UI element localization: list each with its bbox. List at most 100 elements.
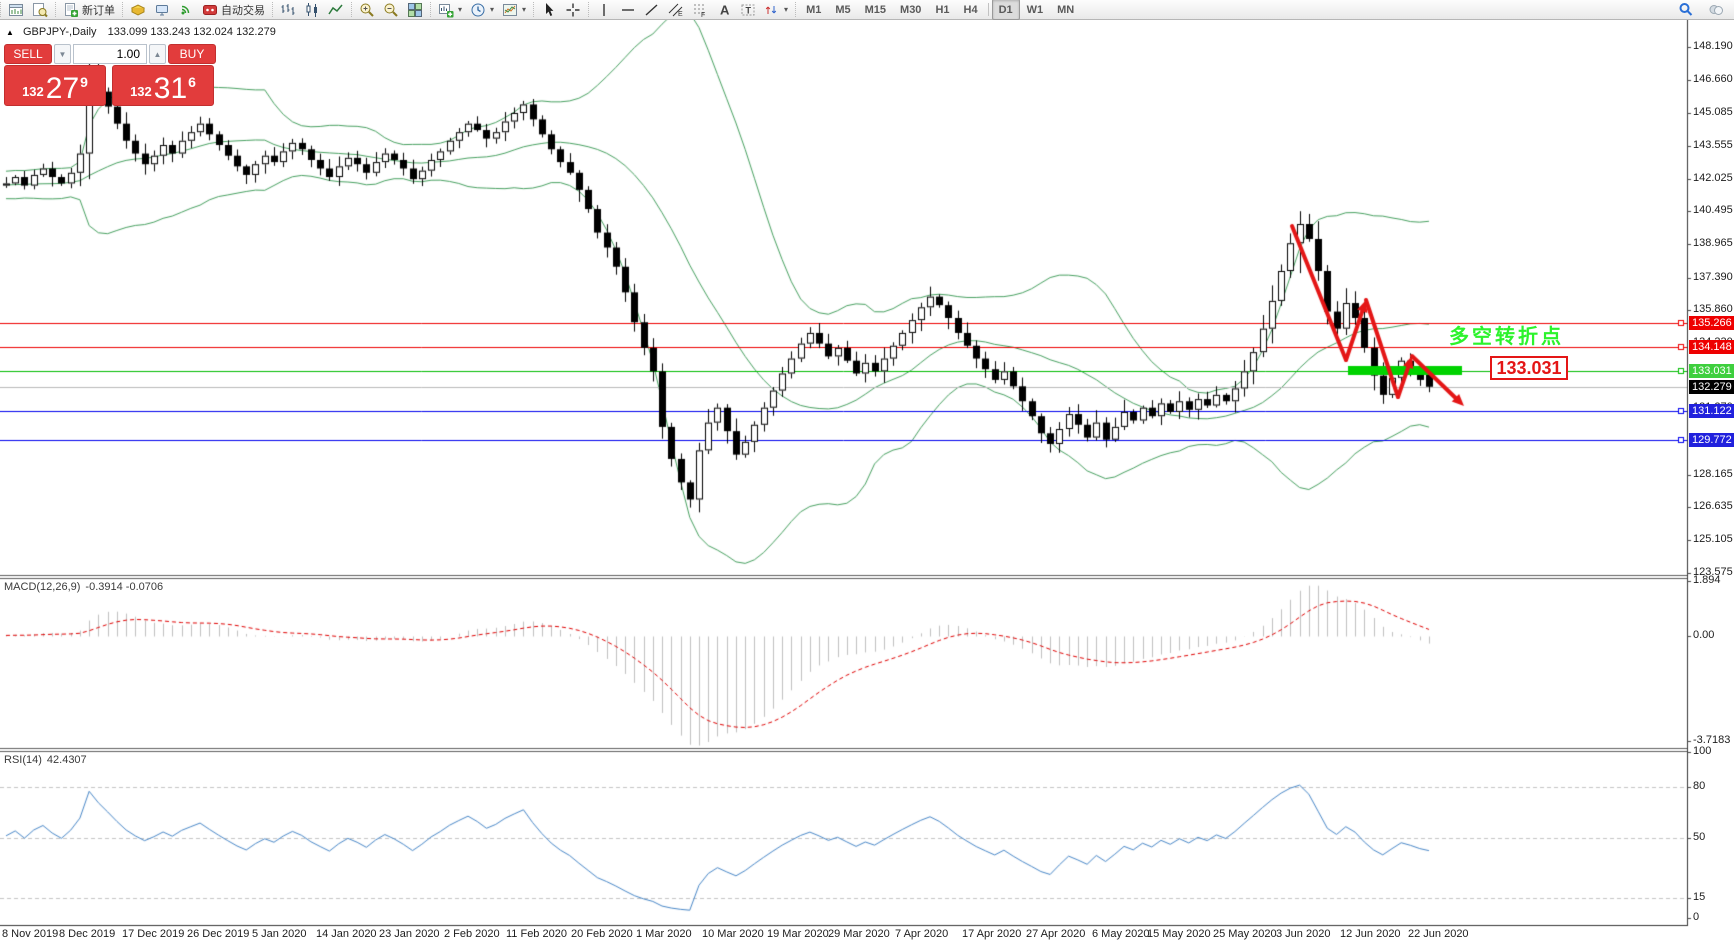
timeframe-button-m1[interactable]: M1: [806, 3, 822, 16]
date-label: 27 Apr 2020: [1026, 928, 1086, 940]
date-label: 20 Feb 2020: [571, 928, 633, 940]
date-label: 5 Jan 2020: [252, 928, 307, 940]
price-tag: 131.122: [1689, 404, 1734, 419]
svg-text:T: T: [746, 5, 752, 15]
date-label: 22 Jun 2020: [1408, 928, 1469, 940]
arrows-button[interactable]: ▾: [760, 0, 792, 19]
rsi-axis-label: 50: [1693, 831, 1706, 843]
new-chart-button[interactable]: ▾: [434, 0, 466, 19]
chart-window-icon[interactable]: [4, 0, 28, 19]
timeframe-button-h4[interactable]: H4: [963, 3, 978, 16]
buy-price-button[interactable]: 132 31 6: [112, 65, 214, 106]
price-tick-label: 146.660: [1693, 72, 1733, 85]
zoom-out-button[interactable]: [379, 0, 403, 19]
timeframe-button-h1[interactable]: H1: [935, 3, 950, 16]
chevron-down-icon: ▾: [522, 5, 527, 14]
autotrading-button[interactable]: 自动交易: [198, 0, 269, 19]
volume-input[interactable]: 1.00: [73, 44, 147, 64]
toolbar-right: [1674, 0, 1734, 19]
period-button[interactable]: ▾: [466, 0, 498, 19]
price-tick-label: 125.105: [1693, 532, 1733, 545]
crosshair-button[interactable]: [561, 0, 585, 19]
buy-price-main: 31: [153, 72, 188, 105]
hline-button[interactable]: [616, 0, 640, 19]
toolbar-group: ▾ ▾ ▾: [430, 2, 533, 17]
rsi-indicator-label: RSI(14) 42.4307: [4, 754, 87, 766]
equidistant-channel-button[interactable]: E: [664, 0, 688, 19]
macd-values: -0.3914 -0.0706: [85, 581, 164, 593]
tile-windows-button[interactable]: [403, 0, 427, 19]
toolbar-group: [351, 2, 430, 17]
vline-button[interactable]: [592, 0, 616, 19]
chevron-down-icon: ▾: [784, 5, 789, 14]
history-center-icon[interactable]: [126, 0, 150, 19]
price-tag: 135.266: [1689, 315, 1734, 330]
volume-decrease-button[interactable]: ▼: [54, 44, 71, 64]
price-tick-label: 126.635: [1693, 500, 1733, 513]
new-order-button[interactable]: 新订单: [59, 0, 119, 19]
ohlc-values: 133.099 133.243 132.024 132.279: [107, 26, 276, 38]
bar-chart-button[interactable]: [276, 0, 300, 19]
virtual-hosting-icon[interactable]: [150, 0, 174, 19]
timeframe-button-mn[interactable]: MN: [1057, 3, 1075, 16]
zoom-in-button[interactable]: [355, 0, 379, 19]
price-tick-label: 142.025: [1693, 171, 1733, 184]
date-label: 26 Dec 2019: [187, 928, 250, 940]
rsi-axis-label: 0: [1693, 911, 1700, 923]
data-preview-icon[interactable]: [28, 0, 52, 19]
rsi-axis-label: 80: [1693, 780, 1706, 792]
timeframe-button-m30[interactable]: M30: [900, 3, 922, 16]
timeframe-button-m5[interactable]: M5: [835, 3, 851, 16]
date-label: 2 Feb 2020: [444, 928, 500, 940]
sell-price-button[interactable]: 132 27 9: [4, 65, 106, 106]
cursor-button[interactable]: [537, 0, 561, 19]
date-label: 25 May 2020: [1213, 928, 1277, 940]
date-label: 12 Jun 2020: [1340, 928, 1401, 940]
svg-text:E: E: [678, 11, 683, 18]
one-click-trading-panel: SELL ▼ 1.00 ▲ BUY 132 27 9 132 31 6: [4, 44, 216, 106]
chevron-down-icon: ▾: [490, 5, 495, 14]
price-tick-label: 123.575: [1693, 565, 1733, 578]
new-order-button-label: 新订单: [82, 4, 115, 17]
line-chart-button[interactable]: [324, 0, 348, 19]
buy-price-pips: 6: [188, 74, 196, 90]
symbol-period-label: GBPJPY-,Daily: [22, 26, 97, 38]
macd-name: MACD(12,26,9): [4, 581, 81, 593]
annotation-price-box[interactable]: 133.031: [1490, 356, 1568, 380]
autotrading-button-label: 自动交易: [221, 4, 265, 17]
price-tag: 133.031: [1689, 363, 1734, 378]
sell-button[interactable]: SELL: [4, 44, 52, 64]
sell-price-main: 27: [45, 72, 80, 105]
svg-text:A: A: [720, 2, 730, 17]
date-label: 7 Apr 2020: [895, 928, 949, 940]
date-label: 15 May 2020: [1147, 928, 1211, 940]
timeframe-button-w1[interactable]: W1: [1026, 3, 1044, 16]
macd-axis-label: -3.7183: [1693, 734, 1731, 746]
price-tag: 132.279: [1689, 379, 1734, 394]
candlestick-chart-button[interactable]: [300, 0, 324, 19]
rsi-axis-label: 15: [1693, 891, 1706, 903]
price-tick-label: 143.555: [1693, 138, 1733, 151]
fibonacci-button[interactable]: F: [688, 0, 712, 19]
timeframe-button-m15[interactable]: M15: [864, 3, 887, 16]
date-label: 17 Dec 2019: [122, 928, 185, 940]
macd-axis-label: 0.00: [1693, 629, 1715, 641]
community-icon[interactable]: [1704, 0, 1728, 19]
signals-icon[interactable]: [174, 0, 198, 19]
text-label-button[interactable]: T: [736, 0, 760, 19]
date-label: 6 May 2020: [1092, 928, 1150, 940]
annotation-text-note[interactable]: 多空转折点: [1449, 326, 1564, 348]
toolbar-group: 自动交易: [122, 2, 272, 17]
trendline-button[interactable]: [640, 0, 664, 19]
sell-price-pips: 9: [80, 74, 88, 90]
quote-panel-collapse-icon[interactable]: ▲: [6, 28, 14, 37]
text-button[interactable]: A: [712, 0, 736, 19]
search-icon[interactable]: [1674, 0, 1698, 19]
buy-button[interactable]: BUY: [168, 44, 216, 64]
volume-increase-button[interactable]: ▲: [149, 44, 166, 64]
price-tick-label: 138.965: [1693, 236, 1733, 249]
sell-price-prefix: 132: [22, 84, 44, 99]
template-button[interactable]: ▾: [498, 0, 530, 19]
timeframe-button-d1[interactable]: D1: [991, 0, 1020, 20]
